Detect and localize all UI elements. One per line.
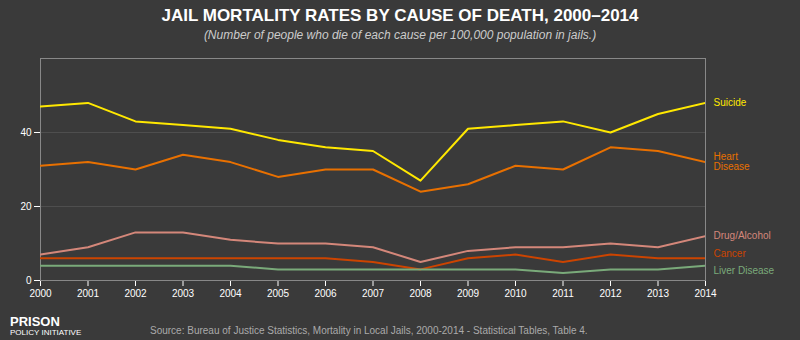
html-text:PRISON: PRISON (10, 313, 60, 329)
svg-text:Suicide: Suicide (714, 97, 747, 108)
svg-text:2004: 2004 (219, 288, 242, 299)
svg-text:Drug/Alcohol: Drug/Alcohol (714, 230, 771, 241)
svg-text:2000: 2000 (29, 288, 52, 299)
svg-text:2002: 2002 (124, 288, 147, 299)
svg-text:2013: 2013 (647, 288, 670, 299)
svg-text:2005: 2005 (267, 288, 290, 299)
svg-text:2011: 2011 (552, 288, 574, 299)
html-text:Source: Bureau of Justice Stat: Source: Bureau of Justice Statistics, Mo… (150, 325, 588, 336)
svg-text:HeartDisease: HeartDisease (714, 151, 751, 172)
svg-text:2014: 2014 (694, 288, 717, 299)
html-text:(Number of people who die of e: (Number of people who die of each cause … (203, 28, 597, 42)
svg-text:2001: 2001 (77, 288, 100, 299)
svg-text:2010: 2010 (504, 288, 527, 299)
svg-text:2007: 2007 (362, 288, 385, 299)
svg-text:Liver Disease: Liver Disease (714, 265, 775, 276)
html-text:POLICY INITIATIVE: POLICY INITIATIVE (10, 328, 82, 338)
svg-text:20: 20 (20, 201, 32, 212)
svg-text:2008: 2008 (409, 288, 432, 299)
svg-text:Cancer: Cancer (714, 248, 747, 259)
svg-text:0: 0 (26, 275, 32, 286)
svg-text:40: 40 (20, 127, 32, 138)
svg-text:2012: 2012 (599, 288, 622, 299)
svg-text:2006: 2006 (314, 288, 337, 299)
html-text:JAIL MORTALITY RATES BY CAUSE: JAIL MORTALITY RATES BY CAUSE OF DEATH, … (161, 6, 639, 25)
svg-text:2003: 2003 (172, 288, 195, 299)
svg-text:2009: 2009 (457, 288, 480, 299)
